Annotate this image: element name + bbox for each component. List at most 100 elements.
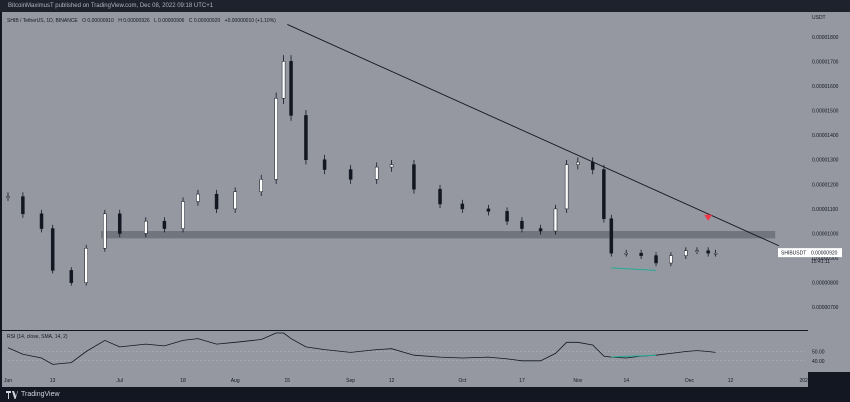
x-tick-label: Sep	[346, 378, 355, 384]
candle-body	[274, 97, 278, 180]
candle-body	[505, 211, 509, 222]
x-tick-label: 14	[623, 378, 629, 384]
price-axis[interactable]	[808, 12, 850, 372]
footer-bar: TradingView	[0, 387, 850, 402]
candle-body	[684, 250, 688, 256]
candle-body	[322, 159, 327, 170]
candle-body	[412, 164, 416, 190]
rsi-divergence-line	[611, 354, 657, 358]
tradingview-logo[interactable]: TradingView	[6, 389, 60, 400]
candle-body	[590, 161, 595, 170]
candle-body	[602, 169, 606, 219]
x-tick-label: Dec	[685, 378, 694, 384]
candle-body	[713, 252, 718, 255]
price-tag-bg	[808, 248, 842, 258]
rsi-tick-label: 40.00	[812, 359, 825, 365]
candle-body	[553, 208, 558, 232]
tradingview-logo-icon	[6, 390, 18, 399]
candle-body	[460, 203, 465, 210]
y-tick-label: 0.00001100	[812, 207, 838, 213]
candle-body	[609, 218, 614, 254]
x-tick-label: Nov	[573, 378, 582, 384]
candle-body	[281, 61, 286, 99]
legend-close: C 0.00000920	[188, 18, 221, 24]
red-down-marker	[704, 214, 713, 221]
y-tick-label: 0.00001800	[812, 35, 839, 41]
rsi-tick-label: 50.00	[812, 350, 825, 356]
candle-body	[669, 255, 673, 264]
x-tick-label: Oct	[458, 378, 466, 384]
time-axis[interactable]	[2, 372, 808, 387]
y-tick-label: 0.00001500	[812, 109, 839, 115]
legend-symbol: SHIB / TetherUS, 1D, BINANCE	[7, 18, 78, 24]
candle-body	[196, 193, 200, 202]
candle-body	[259, 179, 264, 192]
x-tick-label: 12	[728, 378, 734, 384]
candle-body	[144, 220, 148, 234]
candle-body	[39, 213, 44, 229]
x-tick-label: 13	[50, 378, 56, 384]
y-tick-label: 0.00001400	[812, 133, 839, 139]
y-tick-label: 0.00001600	[812, 84, 839, 90]
candle-body	[706, 250, 710, 254]
candle-body	[374, 166, 379, 180]
y-tick-label: 0.00001300	[812, 158, 839, 164]
candle-body	[486, 208, 491, 212]
candle-body	[6, 196, 10, 198]
descending-trendline	[287, 24, 780, 247]
symbol-tag-bg	[778, 248, 808, 258]
y-tick-label: 0.00000700	[812, 305, 839, 311]
candle-body	[576, 161, 580, 165]
x-tick-label: Jul	[117, 378, 123, 384]
y-tick-label: 0.00001000	[812, 231, 839, 237]
legend-open: O 0.00000910	[82, 18, 114, 24]
candle-body	[624, 252, 628, 255]
chart-legend: SHIB / TetherUS, 1D, BINANCE O 0.0000091…	[7, 18, 276, 24]
price-panel[interactable]	[2, 12, 808, 330]
x-tick-label: 18	[180, 378, 186, 384]
price-tag-text: 0.00000920	[811, 251, 838, 257]
legend-high: H 0.00000926	[118, 18, 150, 24]
y-axis-unit: USDT	[812, 15, 826, 21]
countdown-text: 15:41:11	[811, 259, 830, 265]
candle-body	[69, 270, 74, 283]
x-tick-label: 17	[519, 378, 525, 384]
current-price-label: SHIBUSDT 0.00000920 15:41:11	[778, 248, 842, 265]
candle-body	[438, 188, 442, 205]
candle-body	[389, 164, 394, 168]
legend-change: +0.00000010 (+1.10%)	[224, 18, 276, 24]
rsi-line	[7, 332, 716, 365]
rsi-legend: RSI (14, close, SMA, 14, 2)	[7, 334, 68, 340]
candle-body	[348, 169, 353, 180]
logo-text: TradingView	[21, 391, 60, 398]
y-tick-label: 0.00001200	[812, 182, 839, 188]
candle-body	[50, 228, 55, 271]
candle-body	[695, 250, 699, 252]
candle-body	[162, 220, 167, 229]
support-zone	[101, 231, 776, 239]
candle-body	[103, 213, 107, 249]
candle-body	[21, 196, 25, 215]
x-tick-label: 12	[389, 378, 395, 384]
candle-body	[520, 220, 524, 229]
candle-body	[289, 61, 293, 116]
x-tick-label: Aug	[231, 378, 240, 384]
candle-body	[214, 193, 219, 210]
candle-body	[233, 191, 237, 210]
candle-body	[117, 213, 122, 234]
candle-body	[84, 247, 88, 283]
price-divergence-line	[611, 267, 657, 271]
candle-body	[654, 255, 658, 264]
candle-body	[538, 228, 543, 232]
publisher-line: BitcoinMaximusT published on TradingView…	[8, 3, 214, 9]
y-tick-label: 0.00001700	[812, 59, 839, 65]
publisher-bar: BitcoinMaximusT published on TradingView…	[0, 0, 850, 12]
x-tick-label: Jun	[4, 378, 12, 384]
y-tick-label: 0.00000900	[812, 256, 839, 262]
legend-low: L 0.00000906	[154, 18, 185, 24]
y-tick-label: 0.00000800	[812, 281, 839, 287]
candle-body	[639, 252, 643, 256]
candle-body	[304, 115, 308, 160]
